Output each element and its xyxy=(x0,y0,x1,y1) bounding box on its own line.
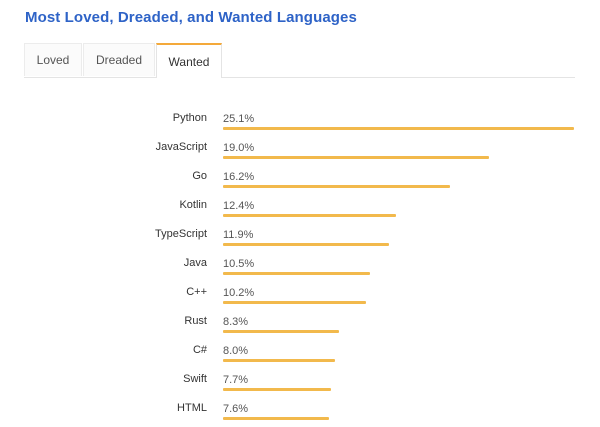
percent-label: 25.1% xyxy=(223,113,255,125)
percent-label: 10.5% xyxy=(223,258,255,270)
percent-label: 12.4% xyxy=(223,200,255,212)
bar xyxy=(223,214,396,217)
language-label: Kotlin xyxy=(179,199,207,211)
language-label: C++ xyxy=(186,286,207,298)
percent-label: 7.6% xyxy=(223,403,249,415)
language-label: TypeScript xyxy=(155,228,207,240)
bar xyxy=(223,185,450,188)
tab-loved[interactable]: Loved xyxy=(24,43,82,76)
percent-label: 8.0% xyxy=(223,345,249,357)
chart-row: C# 8.0% xyxy=(0,340,600,369)
bar xyxy=(223,127,574,130)
chart-row: Swift 7.7% xyxy=(0,369,600,398)
bar xyxy=(223,243,389,246)
chart-row: Python 25.1% xyxy=(0,108,600,137)
percent-label: 11.9% xyxy=(223,229,254,241)
bar xyxy=(223,301,366,304)
chart-row: C++ 10.2% xyxy=(0,282,600,311)
language-label: Java xyxy=(183,257,207,269)
tab-bar: Loved Dreaded Wanted xyxy=(24,43,575,78)
language-label: C# xyxy=(192,344,207,356)
language-label: Go xyxy=(192,170,207,182)
chart-row: TypeScript 11.9% xyxy=(0,224,600,253)
chart-row: Go 16.2% xyxy=(0,166,600,195)
language-label: Rust xyxy=(184,315,207,327)
bar xyxy=(223,272,370,275)
bar xyxy=(223,330,339,333)
chart-row: Kotlin 12.4% xyxy=(0,195,600,224)
chart-row: Java 10.5% xyxy=(0,253,600,282)
page-title: Most Loved, Dreaded, and Wanted Language… xyxy=(25,9,357,26)
percent-label: 16.2% xyxy=(223,171,255,183)
bar xyxy=(223,417,329,420)
chart-row: Rust 8.3% xyxy=(0,311,600,340)
percent-label: 10.2% xyxy=(223,287,255,299)
tab-wanted[interactable]: Wanted xyxy=(156,43,222,78)
language-label: Swift xyxy=(183,373,207,385)
language-label: JavaScript xyxy=(155,141,207,153)
bar xyxy=(223,359,335,362)
language-label: Python xyxy=(172,112,207,124)
chart-row: HTML 7.6% xyxy=(0,398,600,427)
chart-row: JavaScript 19.0% xyxy=(0,137,600,166)
bar xyxy=(223,156,489,159)
percent-label: 8.3% xyxy=(223,316,249,328)
language-label: HTML xyxy=(177,402,207,414)
percent-label: 7.7% xyxy=(223,374,249,386)
tab-dreaded[interactable]: Dreaded xyxy=(83,43,155,76)
percent-label: 19.0% xyxy=(223,142,255,154)
bar xyxy=(223,388,331,391)
